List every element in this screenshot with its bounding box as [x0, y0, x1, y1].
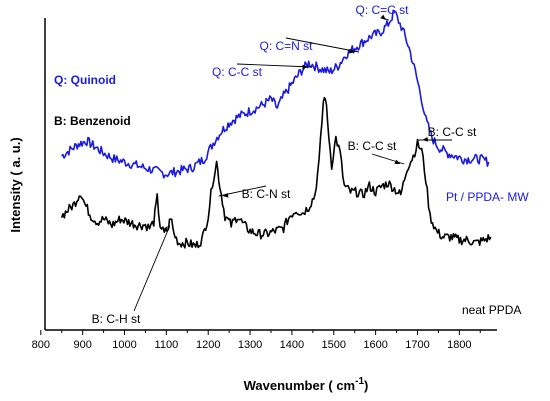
x-tick-label-1800: 1800 [447, 339, 471, 351]
x-tick-label-1100: 1100 [155, 339, 179, 351]
annotation-arrow-1 [285, 37, 359, 53]
x-tick-label-800: 800 [32, 339, 50, 351]
series-line-1 [60, 96, 492, 249]
annotation-arrowhead-6 [162, 226, 168, 232]
annotation-arrowhead-5 [222, 192, 229, 198]
annotation-arrowhead-0 [380, 14, 386, 20]
annotation-arrowhead-1 [349, 48, 355, 54]
annotation-label-4: B: C-C st [428, 125, 477, 139]
x-axis-title: Wavenumber ( cm-1) [244, 376, 369, 393]
x-tick-label-1500: 1500 [322, 339, 346, 351]
x-axis-title-end: ) [364, 378, 368, 393]
series-layer [60, 9, 492, 249]
x-tick-label-1300: 1300 [238, 339, 262, 351]
annotation-label-3: B: C-C st [348, 139, 397, 153]
x-tick-label-1400: 1400 [280, 339, 304, 351]
series-label-pt-ppda-mw: Pt / PPDA- MW [446, 190, 529, 204]
x-tick-label-900: 900 [73, 339, 91, 351]
x-axis-title-sup: -1 [355, 376, 364, 387]
annotation-arrow-3 [371, 153, 405, 165]
plot-axes [44, 18, 497, 331]
annotation-arrowhead-4 [422, 137, 429, 142]
x-axis-ticks: 800 900 1000 1100 1200 1300 1400 1500 1600 1700 18… [32, 330, 481, 351]
x-tick-label-1600: 1600 [363, 339, 387, 351]
series-line-0 [61, 9, 490, 179]
annotation-layer: Q: C=C st Q: C=N st Q: C-C st B: C-C st B: C… [92, 3, 477, 326]
annotation-label-6: B: C-H st [92, 312, 141, 326]
annotation-arrow-6 [133, 225, 171, 312]
series-label-neat-ppda: neat PPDA [462, 303, 521, 317]
x-tick-label-1000: 1000 [112, 339, 136, 351]
legend-quinoid: Q: Quinoid [54, 73, 116, 87]
annotation-label-0: Q: C=C st [355, 3, 409, 17]
annotation-label-5: B: C-N st [242, 187, 291, 201]
y-axis-title: Intensity ( a. u.) [8, 137, 23, 232]
legend-benzenoid: B: Benzenoid [54, 114, 131, 128]
annotation-label-1: Q: C=N st [259, 39, 313, 53]
x-tick-label-1700: 1700 [405, 339, 429, 351]
annotation-label-2: Q: C-C st [212, 65, 263, 79]
legend-notes: Q: Quinoid B: Benzenoid [54, 73, 131, 128]
x-tick-label-1200: 1200 [196, 339, 220, 351]
annotation-arrowhead-2 [302, 64, 309, 70]
x-axis-title-main: Wavenumber ( cm [244, 378, 356, 393]
annotation-arrow-2 [236, 63, 313, 68]
annotation-arrowhead-3 [394, 159, 401, 164]
